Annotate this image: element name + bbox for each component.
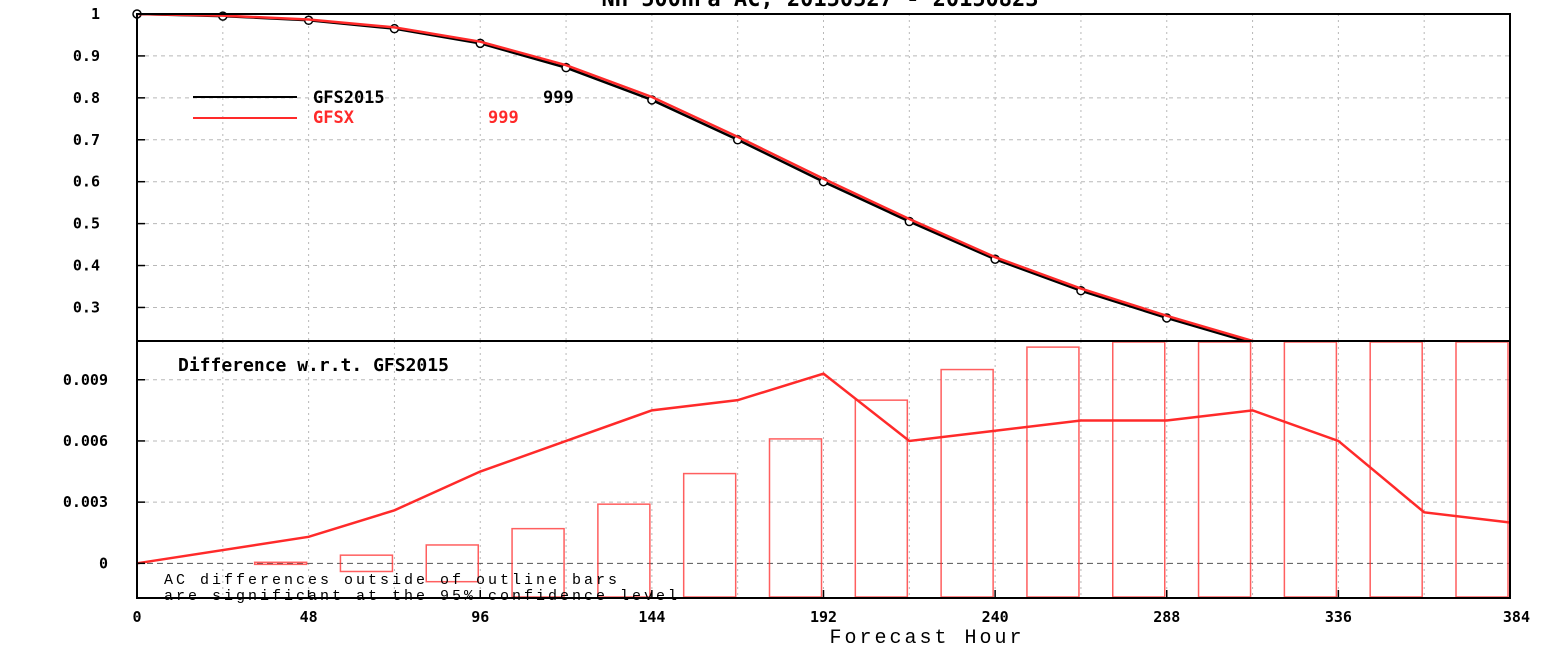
x-tick-label: 240 [982, 608, 1009, 626]
legend-label-gfs2015: GFS2015 [313, 88, 385, 108]
note-line-1: AC differences outside of outline bars [164, 572, 620, 589]
x-tick-label: 48 [300, 608, 318, 626]
x-tick-label: 288 [1153, 608, 1180, 626]
x-tick-label: 144 [638, 608, 665, 626]
plot-frame [136, 13, 1511, 599]
y-tick-label: 0.4 [73, 257, 100, 275]
x-tick-label: 192 [810, 608, 837, 626]
y-tick-label: 1 [91, 5, 100, 23]
y-tick-label: 0.6 [73, 173, 100, 191]
note-line-2: are significant at the 95% confidence le… [164, 588, 680, 605]
chart-title: NH 500hPa AC, 20150527 - 20150823 [601, 0, 1038, 12]
legend-suffix-gfsx: 999 [488, 108, 519, 128]
difference-line-path [136, 372, 1511, 565]
x-tick-label: 0 [132, 608, 141, 626]
y-tick-label: 0.9 [73, 47, 100, 65]
difference-title: Difference w.r.t. GFS2015 [178, 355, 449, 376]
y-tick-label: 0 [99, 554, 108, 572]
x-axis-label: Forecast Hour [829, 627, 1024, 648]
legend: GFS2015 999 GFSX 999 [193, 88, 574, 128]
y-tick-label: 0.8 [73, 89, 100, 107]
significance-note: AC differences outside of outline bars a… [164, 572, 680, 605]
ac-lines [132, 9, 1263, 341]
top-y-tick-labels: 1 0.9 0.8 0.7 0.6 0.5 0.4 0.3 [73, 5, 145, 316]
y-tick-label: 0.009 [63, 371, 108, 389]
series-line-gfsx [137, 14, 1263, 341]
bottom-y-tick-labels: 0.009 0.006 0.003 0 [63, 371, 145, 572]
significance-bar [768, 438, 823, 598]
significance-bar [1026, 346, 1080, 598]
legend-label-gfsx: GFSX [313, 108, 355, 128]
significance-bar [339, 554, 394, 573]
y-tick-label: 0.003 [63, 493, 108, 511]
significance-bar [425, 544, 479, 583]
y-tick-label: 0.7 [73, 131, 100, 149]
significance-bar [253, 561, 308, 566]
y-tick-label: 0.3 [73, 298, 100, 316]
bottom-panel-grid [137, 341, 1510, 598]
difference-line [136, 372, 1511, 565]
significance-bar [854, 399, 909, 598]
y-tick-label: 0.006 [63, 432, 108, 450]
x-tick-label: 336 [1325, 608, 1352, 626]
y-tick-label: 0.5 [73, 215, 100, 233]
legend-suffix-gfs2015: 999 [543, 88, 574, 108]
x-tick-labels: 0 48 96 144 192 240 288 336 384 [132, 590, 1530, 626]
significance-bar [682, 472, 737, 598]
x-tick-label: 384 [1503, 608, 1530, 626]
x-tick-label: 96 [471, 608, 489, 626]
